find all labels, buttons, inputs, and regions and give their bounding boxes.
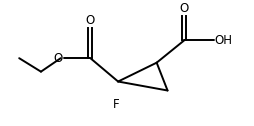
Text: O: O xyxy=(53,52,62,65)
Text: F: F xyxy=(113,98,119,111)
Text: O: O xyxy=(180,2,189,15)
Text: O: O xyxy=(86,13,95,27)
Text: OH: OH xyxy=(215,34,233,47)
